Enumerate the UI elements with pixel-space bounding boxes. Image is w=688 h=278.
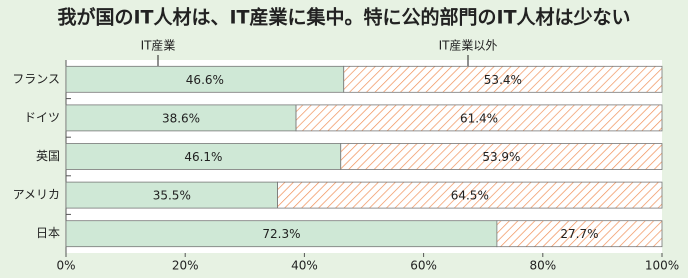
bar-segment	[65, 65, 345, 93]
value-label: 46.6%	[186, 73, 224, 87]
value-label: 53.4%	[484, 73, 522, 87]
value-label: 46.1%	[184, 150, 222, 164]
value-label: 53.9%	[482, 150, 520, 164]
x-tick-label: 0%	[56, 259, 75, 273]
bar-segment	[340, 143, 663, 170]
x-tick-label: 100%	[645, 259, 679, 273]
bar-segment	[277, 181, 663, 209]
bar-segment	[295, 104, 663, 132]
x-tick-label: 60%	[410, 259, 437, 273]
bar-segment	[496, 220, 663, 248]
x-tick-label: 20%	[172, 259, 199, 273]
y-tick-label: 英国	[36, 149, 60, 163]
x-tick-label: 80%	[529, 259, 556, 273]
annotation: IT産業以外	[439, 38, 498, 53]
value-label: 72.3%	[262, 227, 300, 241]
value-label: 38.6%	[162, 111, 200, 125]
annotation: IT産業	[141, 38, 176, 53]
y-tick-label: ドイツ	[24, 110, 60, 124]
chart-title: 我が国のIT人材は、IT産業に集中。特に公的部門のIT人材は少ない	[57, 6, 630, 29]
value-label: 64.5%	[451, 189, 489, 203]
y-tick-label: アメリカ	[13, 188, 60, 202]
bar-segment	[65, 143, 342, 170]
value-label: 35.5%	[153, 189, 191, 203]
value-label: 27.7%	[560, 227, 598, 241]
y-tick-label: フランス	[12, 72, 60, 86]
bar-segment	[65, 220, 498, 248]
bar-segment	[343, 65, 663, 93]
x-tick-label: 40%	[291, 259, 318, 273]
y-tick-label: 日本	[36, 226, 60, 240]
value-label: 61.4%	[460, 111, 498, 125]
bar-segment	[65, 104, 297, 132]
